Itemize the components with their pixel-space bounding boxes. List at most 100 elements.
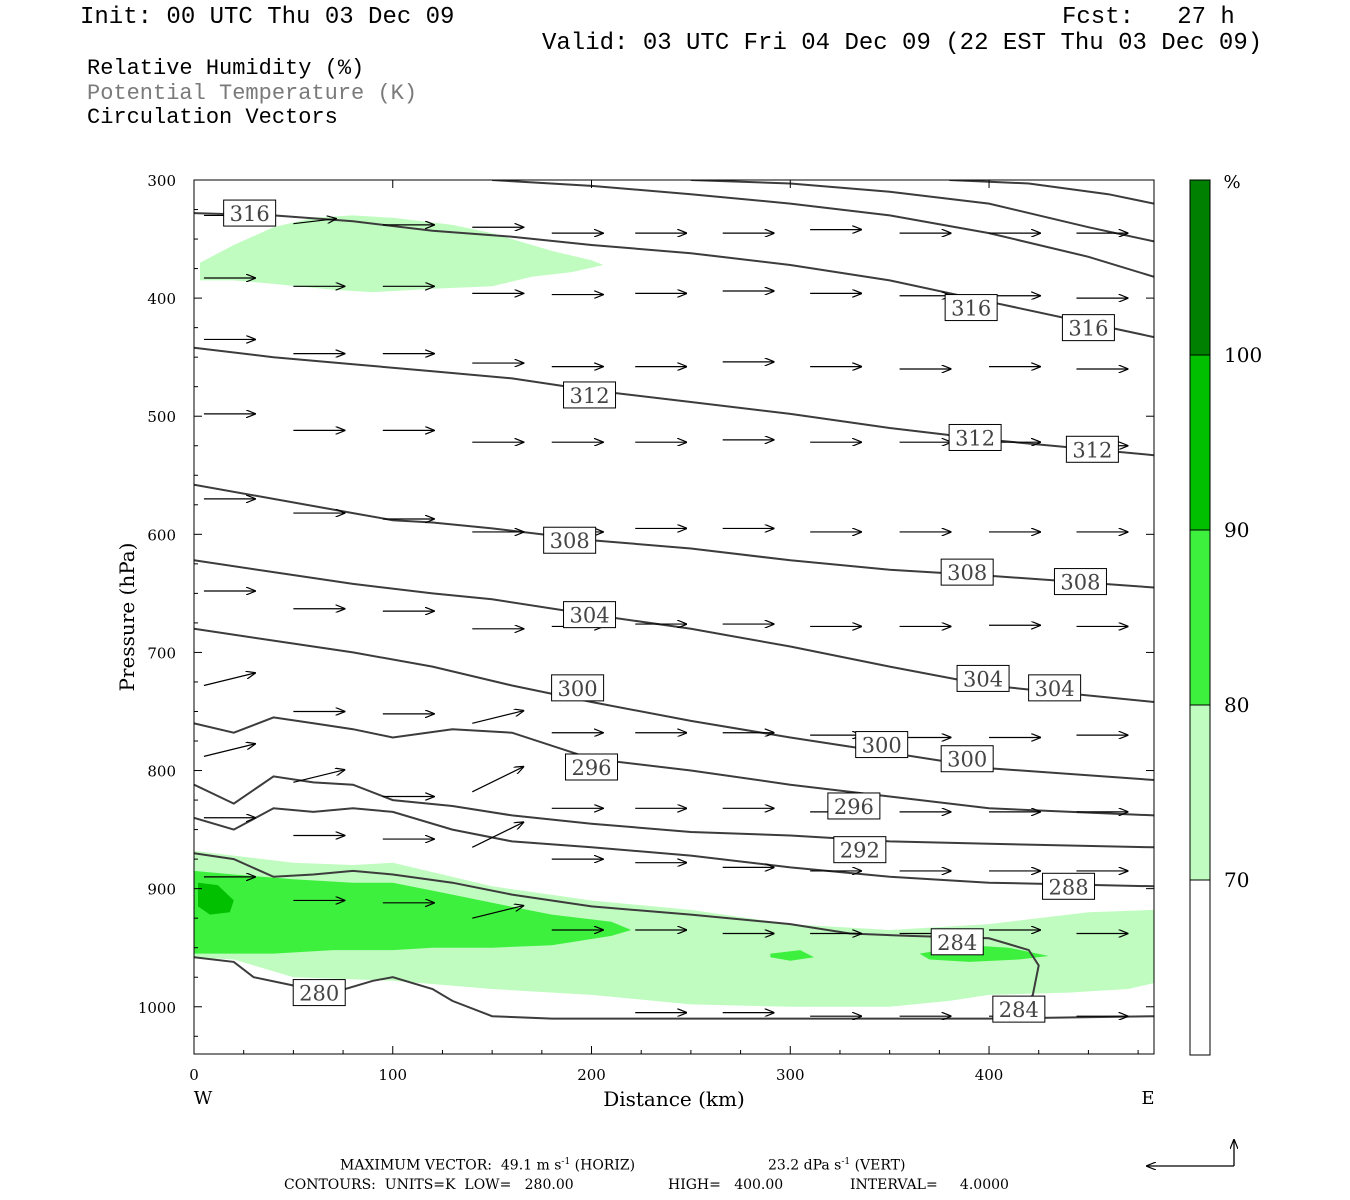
y-tick-label: 400 (147, 290, 176, 308)
contour-label: 300 (947, 748, 987, 772)
y-tick-label: 500 (147, 408, 176, 426)
y-tick-label: 800 (147, 763, 176, 781)
contour-label: 304 (963, 667, 1003, 691)
contour-label: 316 (1068, 317, 1108, 341)
y-tick-label: 1000 (138, 999, 176, 1017)
contour-label: 308 (1060, 571, 1100, 595)
circulation-vector (293, 219, 336, 225)
theta-contour-300 (194, 627, 1154, 781)
contour-label-box (827, 792, 881, 820)
contour-label: 312 (569, 384, 609, 408)
theta-contour-288 (194, 807, 1154, 888)
contour-label-box (992, 995, 1046, 1023)
rh-region-80 (770, 950, 815, 961)
contour-label: 308 (947, 561, 987, 585)
contour-label: 284 (937, 931, 977, 955)
rh-region-70 (200, 215, 604, 293)
theta-contour-320 (492, 180, 1154, 278)
contour-high: HIGH= 400.00 (668, 1177, 784, 1193)
contour-label: 284 (999, 998, 1039, 1022)
colorbar-band (1189, 704, 1211, 881)
contour-label: 308 (550, 529, 590, 553)
contour-label-box (940, 745, 994, 773)
colorbar-level-label: 80 (1224, 693, 1249, 717)
contour-label: 312 (955, 426, 995, 450)
colorbar-level-label: 90 (1224, 518, 1249, 542)
y-tick-label: 300 (147, 172, 176, 190)
circulation-vector (203, 744, 255, 757)
contour-label: 304 (569, 604, 609, 628)
contour-label: 300 (862, 734, 902, 758)
contour-label-box (944, 294, 998, 322)
forecast-hour: Fcst: 27 h (1062, 4, 1235, 31)
x-axis-label: Distance (km) (603, 1087, 745, 1111)
colorbar-band (1189, 529, 1211, 706)
contour-label-box (223, 199, 277, 227)
contour-label-box (1065, 435, 1119, 463)
rh-region-70 (194, 850, 1154, 1007)
contour-label-box (940, 558, 994, 586)
contour-label-box (948, 423, 1002, 451)
circulation-vector (472, 711, 523, 724)
y-axis-label: Pressure (hPa) (115, 543, 139, 692)
contour-label: 312 (1072, 438, 1112, 462)
contour-label-box (956, 664, 1010, 692)
colorbar-band (1189, 179, 1211, 356)
contour-label-box (833, 836, 887, 864)
theta-contour-308 (194, 483, 1154, 589)
contour-label-box (563, 601, 617, 629)
circulation-vector (471, 822, 523, 848)
legend-potential-temperature: Potential Temperature (K) (87, 81, 418, 106)
y-tick-label: 900 (147, 881, 176, 899)
contour-label-box (1028, 674, 1082, 702)
rh-region-80 (194, 870, 632, 954)
circulation-vector (471, 767, 523, 793)
contour-label-box (292, 979, 346, 1007)
colorbar-level-label: 100 (1224, 343, 1262, 367)
contour-label-box (1053, 568, 1107, 596)
contour-label-box (1042, 872, 1096, 900)
colorbar-unit: % (1223, 172, 1240, 193)
circulation-vector (203, 673, 255, 687)
theta-contour-324 (690, 180, 1154, 243)
x-tick-label: 400 (975, 1066, 1004, 1084)
contour-label: 288 (1048, 875, 1088, 899)
contour-label: 280 (299, 982, 339, 1006)
plot-frame (193, 179, 1155, 1055)
theta-contour-328 (949, 180, 1154, 205)
axes: 300 400 500 600 700 800 900 1000 0 100 200 300 400 Di… (115, 172, 1155, 1111)
y-tick-label: 600 (147, 526, 176, 544)
circulation-vector (472, 906, 523, 919)
humidity-shading (194, 215, 1154, 1007)
circulation-vector (293, 770, 344, 783)
reference-vector (1147, 1140, 1234, 1166)
east-label: E (1141, 1088, 1154, 1109)
rh-region-90 (198, 882, 234, 915)
contour-label-box (855, 731, 909, 759)
contour-interval: INTERVAL= 4.0000 (850, 1177, 1009, 1193)
contour-label: 296 (834, 795, 874, 819)
contour-label-box (551, 674, 605, 702)
contour-label: 296 (571, 756, 611, 780)
theta-contour-284 (194, 852, 1040, 1020)
contour-label: 316 (951, 297, 991, 321)
max-vector-vertical: 23.2 dPa s-1 (VERT) (768, 1157, 906, 1174)
theta-contour-296 (194, 716, 1154, 817)
valid-time: Valid: 03 UTC Fri 04 Dec 09 (22 EST Thu … (542, 30, 1263, 57)
contour-label-box (563, 381, 617, 409)
contour-label-box (1061, 314, 1115, 342)
circulation-vectors (203, 215, 1128, 1016)
contour-label: 304 (1035, 677, 1075, 701)
legend-relative-humidity: Relative Humidity (%) (87, 56, 365, 81)
colorbar-level-label: 70 (1224, 868, 1249, 892)
x-tick-label: 200 (577, 1066, 606, 1084)
contour-label: 316 (230, 202, 270, 226)
contour-info: CONTOURS: UNITS=K LOW= 280.00 (284, 1177, 574, 1193)
theta-contour-304 (194, 559, 1154, 703)
theta-contour-280 (194, 956, 1154, 1020)
colorbar-band (1189, 354, 1211, 531)
contour-label-box (543, 526, 597, 554)
contour-label-box (565, 753, 619, 781)
max-vector-horizontal: MAXIMUM VECTOR: 49.1 m s-1 (HORIZ) (340, 1157, 636, 1174)
